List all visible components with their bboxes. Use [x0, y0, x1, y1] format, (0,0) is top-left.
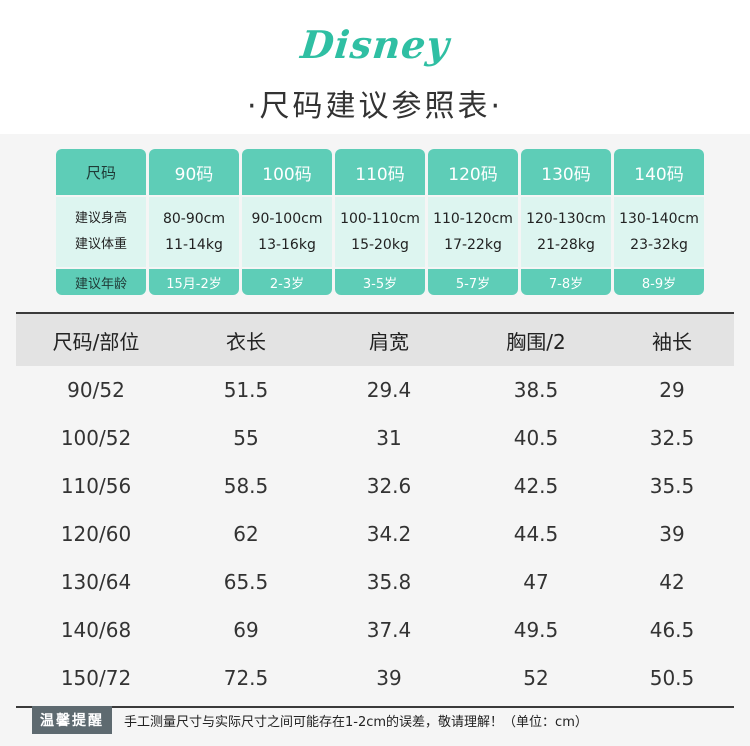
- cell-length: 55: [233, 426, 259, 450]
- table-row: 120/60 62 34.2 44.5 39: [16, 510, 734, 558]
- header-shoulder: 肩宽: [369, 329, 409, 354]
- cell-chest: 38.5: [513, 378, 559, 402]
- size-recommendation-cards: 尺码 建议身高 建议体重 建议年龄 90码 80-90cm 11-14kg 15…: [56, 149, 704, 295]
- size-card: 120码 110-120cm 17-22kg 5-7岁: [428, 149, 518, 295]
- cell-sleeve: 42: [659, 570, 685, 594]
- size-card-size: 120码: [428, 149, 518, 195]
- cell-chest: 52: [523, 666, 549, 690]
- cell-size: 140/68: [60, 618, 132, 642]
- size-card-size: 90码: [149, 149, 239, 195]
- size-card-age: 3-5岁: [335, 269, 425, 295]
- cell-length: 51.5: [223, 378, 269, 402]
- cell-sleeve: 39: [659, 522, 685, 546]
- size-card-body: 110-120cm 17-22kg: [428, 197, 518, 267]
- size-card-weight: 13-16kg: [258, 237, 316, 253]
- cell-length: 58.5: [223, 474, 269, 498]
- label-height: 建议身高: [74, 211, 127, 226]
- disney-logo-text: Disney: [298, 21, 452, 67]
- cell-length: 72.5: [223, 666, 269, 690]
- cell-length: 65.5: [223, 570, 269, 594]
- brand-logo: Disney: [0, 16, 750, 72]
- size-card-age: 5-7岁: [428, 269, 518, 295]
- header-length: 衣长: [226, 329, 266, 354]
- size-card-weight: 11-14kg: [165, 237, 223, 253]
- size-card: 90码 80-90cm 11-14kg 15月-2岁: [149, 149, 239, 295]
- cell-sleeve: 50.5: [649, 666, 695, 690]
- measurement-table: 尺码/部位 衣长 肩宽 胸围/2 袖长 90/52 51.5 29.4 38.5…: [16, 312, 734, 708]
- label-weight: 建议体重: [74, 237, 127, 252]
- size-card-weight: 17-22kg: [444, 237, 502, 253]
- size-card-size: 130码: [521, 149, 611, 195]
- size-card-height: 90-100cm: [251, 211, 323, 227]
- cell-length: 69: [233, 618, 259, 642]
- table-header: 尺码/部位 衣长 肩宽 胸围/2 袖长: [16, 312, 734, 366]
- cell-shoulder: 35.8: [366, 570, 412, 594]
- size-card-size: 140码: [614, 149, 704, 195]
- size-card-weight: 15-20kg: [351, 237, 409, 253]
- cell-chest: 42.5: [513, 474, 559, 498]
- cell-shoulder: 32.6: [366, 474, 412, 498]
- cell-shoulder: 39: [376, 666, 402, 690]
- cell-length: 62: [233, 522, 259, 546]
- cell-sleeve: 35.5: [649, 474, 695, 498]
- cell-size: 150/72: [60, 666, 132, 690]
- size-card-body: 130-140cm 23-32kg: [614, 197, 704, 267]
- cell-shoulder: 31: [376, 426, 402, 450]
- size-card-height: 130-140cm: [619, 211, 699, 227]
- size-card-body: 90-100cm 13-16kg: [242, 197, 332, 267]
- table-row: 130/64 65.5 35.8 47 42: [16, 558, 734, 606]
- header-chest: 胸围/2: [506, 329, 566, 354]
- size-card: 130码 120-130cm 21-28kg 7-8岁: [521, 149, 611, 295]
- table-row: 140/68 69 37.4 49.5 46.5: [16, 606, 734, 654]
- label-age: 建议年龄: [56, 269, 146, 295]
- table-row: 90/52 51.5 29.4 38.5 29: [16, 366, 734, 414]
- label-height-weight: 建议身高 建议体重: [56, 197, 146, 267]
- reminder-note: 手工测量尺寸与实际尺寸之间可能存在1-2cm的误差，敬请理解！（单位：cm）: [124, 714, 588, 730]
- size-card-age: 8-9岁: [614, 269, 704, 295]
- size-card-body: 80-90cm 11-14kg: [149, 197, 239, 267]
- size-card-height: 120-130cm: [526, 211, 606, 227]
- cell-chest: 40.5: [513, 426, 559, 450]
- cell-size: 100/52: [60, 426, 132, 450]
- cell-sleeve: 29: [659, 378, 685, 402]
- page-title: ·尺码建议参照表·: [246, 89, 504, 124]
- cell-chest: 47: [523, 570, 549, 594]
- size-card-size: 110码: [335, 149, 425, 195]
- cell-size: 90/52: [67, 378, 125, 402]
- cell-sleeve: 46.5: [649, 618, 695, 642]
- size-card-height: 80-90cm: [162, 211, 225, 227]
- size-card-weight: 23-32kg: [630, 237, 688, 253]
- table-bottom-rule: [16, 706, 734, 708]
- table-row: 150/72 72.5 39 52 50.5: [16, 654, 734, 702]
- size-card-body: 100-110cm 15-20kg: [335, 197, 425, 267]
- header-size: 尺码/部位: [52, 329, 140, 354]
- size-card-size: 100码: [242, 149, 332, 195]
- reminder-badge: 温馨提醒: [32, 706, 112, 734]
- cell-size: 120/60: [60, 522, 132, 546]
- size-card: 140码 130-140cm 23-32kg 8-9岁: [614, 149, 704, 295]
- header-sleeve: 袖长: [652, 329, 692, 354]
- label-size: 尺码: [56, 149, 146, 195]
- size-card-age: 15月-2岁: [149, 269, 239, 295]
- cell-sleeve: 32.5: [649, 426, 695, 450]
- size-card-age: 2-3岁: [242, 269, 332, 295]
- table-row: 110/56 58.5 32.6 42.5 35.5: [16, 462, 734, 510]
- cell-shoulder: 34.2: [366, 522, 412, 546]
- cell-chest: 49.5: [513, 618, 559, 642]
- cell-size: 110/56: [60, 474, 132, 498]
- reminder-footer: 温馨提醒 手工测量尺寸与实际尺寸之间可能存在1-2cm的误差，敬请理解！（单位：…: [32, 706, 732, 734]
- size-card-body: 120-130cm 21-28kg: [521, 197, 611, 267]
- size-card: 100码 90-100cm 13-16kg 2-3岁: [242, 149, 332, 295]
- cell-size: 130/64: [60, 570, 132, 594]
- size-card-height: 110-120cm: [433, 211, 513, 227]
- size-card-height: 100-110cm: [340, 211, 420, 227]
- size-card-age: 7-8岁: [521, 269, 611, 295]
- cell-shoulder: 29.4: [366, 378, 412, 402]
- size-card-labels: 尺码 建议身高 建议体重 建议年龄: [56, 149, 146, 295]
- size-card-weight: 21-28kg: [537, 237, 595, 253]
- cell-chest: 44.5: [513, 522, 559, 546]
- cell-shoulder: 37.4: [366, 618, 412, 642]
- size-card: 110码 100-110cm 15-20kg 3-5岁: [335, 149, 425, 295]
- table-row: 100/52 55 31 40.5 32.5: [16, 414, 734, 462]
